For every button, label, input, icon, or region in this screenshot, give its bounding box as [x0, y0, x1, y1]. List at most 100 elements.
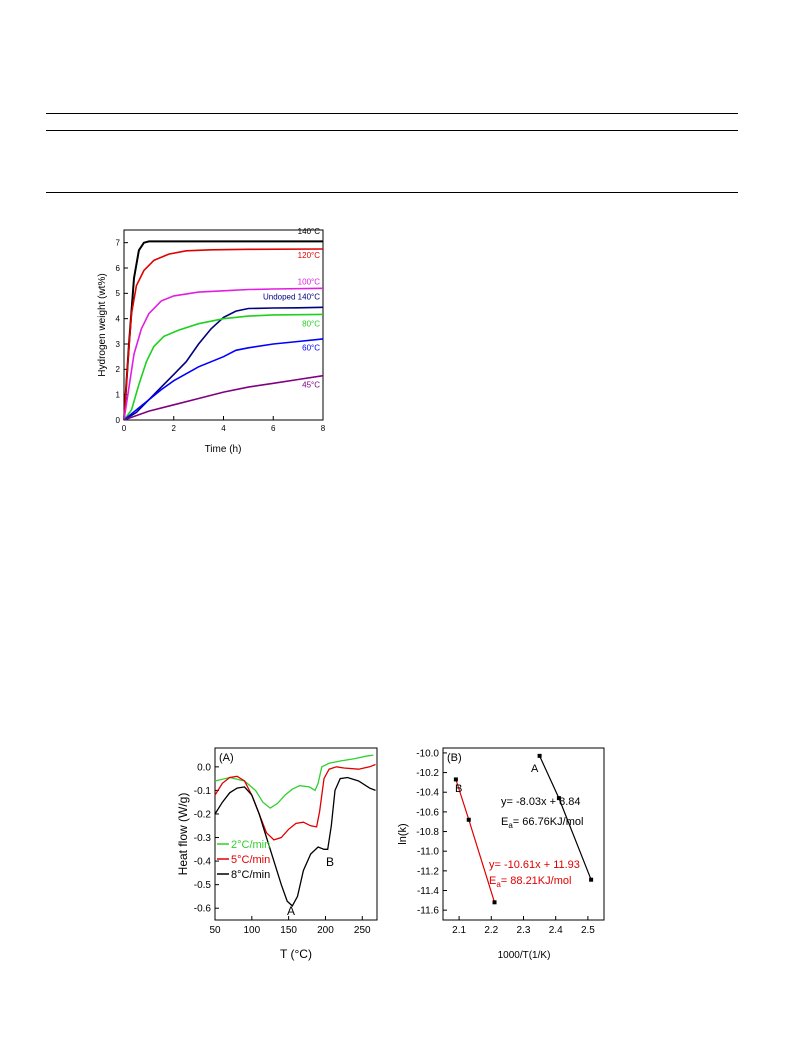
y-tick-label: 7: [116, 238, 121, 247]
data-point: [466, 817, 471, 822]
y-tick-label: -0.6: [194, 904, 212, 915]
plot-frame: [214, 747, 378, 921]
ea-b-e: E: [489, 875, 496, 887]
ea-a-label: Ea= 66.76KJ/mol: [501, 816, 583, 830]
y-tick-label: -0.5: [194, 880, 212, 891]
y-tick-label: -11.2: [417, 866, 439, 877]
peak-label-a: A: [287, 904, 295, 918]
ea-a-e: E: [501, 816, 508, 828]
y-tick-label: -0.1: [194, 786, 212, 797]
y-tick-label: 1: [116, 390, 121, 399]
legend: 2°C/min 5°C/min 8°C/min: [217, 839, 270, 881]
series-lines: [214, 754, 376, 907]
legend-label: 5°C/min: [231, 854, 270, 866]
x-tick-label: 6: [271, 424, 276, 433]
series-line: [214, 754, 374, 809]
x-tick-label: 150: [280, 925, 297, 936]
x-tick-label: 2.3: [517, 925, 531, 936]
y-axis-label: ln(k): [397, 823, 409, 844]
panel-label: (B): [447, 752, 462, 764]
y-tick-label: -10.2: [416, 768, 439, 779]
y-tick-label: -10.8: [416, 827, 439, 838]
series-marks: [453, 753, 594, 905]
data-point: [453, 777, 458, 782]
series-b-label: B: [455, 783, 462, 795]
ea-b-value: = 88.21KJ/mol: [501, 875, 572, 887]
y-tick-label: -0.2: [194, 809, 212, 820]
series-a-label: A: [531, 763, 539, 775]
arrhenius-chart: 2.1 2.2 2.3 2.4 2.5 -10.0 -10.2 -10.4 -10.6 -10.8…: [397, 747, 605, 961]
x-tick-label: 4: [221, 424, 226, 433]
y-tick-label: 5: [116, 289, 121, 298]
series-line: [123, 313, 324, 421]
y-tick-label: -0.3: [194, 833, 212, 844]
x-tick-label: 2.2: [484, 925, 498, 936]
series-label: 140°C: [298, 227, 321, 236]
ea-b-label: Ea= 88.21KJ/mol: [489, 875, 571, 889]
y-axis-label: Hydrogen weight (wt%): [97, 273, 108, 376]
data-point: [589, 877, 594, 882]
series-line: [123, 248, 324, 421]
y-tick-label: -11.6: [417, 906, 439, 917]
x-axis-label: 1000/T(1/K): [498, 950, 551, 961]
y-tick-label: 3: [116, 340, 121, 349]
panel-label: (A): [219, 752, 234, 764]
x-axis-label: T (°C): [280, 947, 312, 961]
x-tick-label: 0: [122, 424, 127, 433]
table-header-rule: [46, 130, 738, 131]
fit-a-equation: y= -8.03x + 8.84: [501, 796, 581, 808]
series-line: [123, 287, 324, 421]
series-lines: [123, 240, 324, 421]
axis-ticks: 0 2 4 6 8 0 1 2 3 4 5 6 7: [116, 238, 326, 433]
axis-ticks: 2.1 2.2 2.3 2.4 2.5 -10.0 -10.2 -10.4 -10.6 -10.8…: [416, 748, 595, 936]
fit-b-equation: y= -10.61x + 11.93: [489, 859, 580, 871]
data-point: [492, 900, 497, 905]
series-line: [214, 776, 376, 907]
y-tick-label: -11.0: [417, 847, 439, 858]
series-label: 120°C: [298, 251, 321, 260]
y-tick-label: -11.4: [417, 886, 439, 897]
x-tick-label: 2: [172, 424, 177, 433]
legend-label: 2°C/min: [231, 839, 270, 851]
peak-label-b: B: [326, 855, 334, 869]
table-top-rule: [46, 113, 738, 114]
data-point: [556, 796, 561, 801]
series-label: 45°C: [302, 381, 320, 390]
ea-a-value: = 66.76KJ/mol: [513, 816, 584, 828]
legend-label: 8°C/min: [231, 869, 270, 881]
series-line: [123, 240, 323, 421]
series-label: Undoped 140°C: [263, 293, 320, 302]
x-tick-label: 200: [317, 925, 334, 936]
series-label: 100°C: [298, 277, 321, 286]
x-tick-label: 2.1: [452, 925, 466, 936]
axis-ticks: 50 100 150 200 250 0.0 -0.1 -0.2 -0.3 -0.4 -0.5 -0.…: [194, 762, 371, 936]
series-line: [123, 306, 324, 421]
y-tick-label: -10.4: [416, 788, 439, 799]
y-tick-label: 2: [116, 365, 121, 374]
plot-frame: [442, 747, 605, 921]
series-label: 80°C: [302, 319, 320, 328]
y-tick-label: 6: [116, 264, 121, 273]
hydrogen-absorption-chart: 0 2 4 6 8 0 1 2 3 4 5 6 7 140°C 120°C 100°C Undoped 140…: [97, 227, 326, 455]
series-label: 60°C: [302, 343, 320, 352]
y-tick-label: 0.0: [197, 762, 211, 773]
x-tick-label: 8: [321, 424, 326, 433]
series-labels: 140°C 120°C 100°C Undoped 140°C 80°C 60°C 45°C: [263, 227, 320, 390]
x-tick-label: 2.5: [581, 925, 595, 936]
y-tick-label: -10.6: [416, 807, 439, 818]
x-tick-label: 250: [354, 925, 371, 936]
y-tick-label: -10.0: [416, 748, 439, 759]
data-point: [537, 753, 542, 758]
ea-b-sub: a: [496, 880, 501, 889]
y-axis-label: Heat flow (W/g): [176, 793, 190, 876]
heat-flow-chart: 50 100 150 200 250 0.0 -0.1 -0.2 -0.3 -0.4 -0.5 -0.…: [176, 747, 378, 961]
x-tick-label: 2.4: [549, 925, 563, 936]
series-line: [123, 374, 324, 421]
y-tick-label: -0.4: [194, 857, 212, 868]
y-tick-label: 0: [116, 416, 121, 425]
x-tick-label: 100: [243, 925, 260, 936]
series-line: [214, 763, 376, 841]
x-axis-label: Time (h): [205, 444, 242, 455]
y-tick-label: 4: [116, 314, 121, 323]
ea-a-sub: a: [508, 821, 513, 830]
